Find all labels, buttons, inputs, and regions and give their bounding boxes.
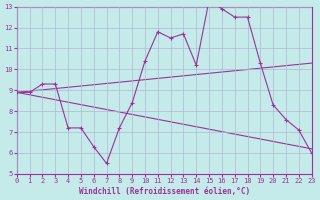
X-axis label: Windchill (Refroidissement éolien,°C): Windchill (Refroidissement éolien,°C) [79,187,250,196]
